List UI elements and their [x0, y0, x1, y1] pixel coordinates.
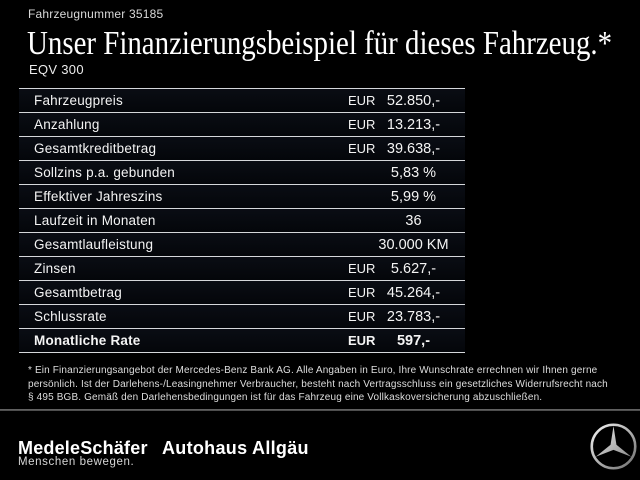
vehicle-number: Fahrzeugnummer 35185 [28, 7, 164, 21]
row-label: Laufzeit in Monaten [34, 213, 156, 228]
row-label: Zinsen [34, 261, 76, 276]
vehicle-model: EQV 300 [29, 62, 84, 77]
table-row: Effektiver Jahreszins 5,99 % [19, 184, 465, 208]
row-label: Sollzins p.a. gebunden [34, 165, 176, 180]
row-label: Schlussrate [34, 309, 107, 324]
row-label: Anzahlung [34, 117, 100, 132]
row-value: 23.783,- [386, 308, 441, 325]
row-value: 30.000 KM [378, 236, 449, 253]
row-value: 39.638,- [386, 140, 441, 157]
disclaimer-line: § 495 BGB. Gemäß den Darlehensbedingunge… [28, 392, 543, 403]
row-currency: EUR [348, 117, 376, 132]
table-row: Schlussrate EUR 23.783,- [19, 304, 465, 328]
row-value: 597,- [396, 332, 431, 349]
dealer-name-autohaus-allgaeu: Autohaus Allgäu [162, 438, 309, 458]
row-currency: EUR [348, 141, 376, 156]
row-currency: EUR [348, 309, 376, 324]
table-row: Sollzins p.a. gebunden 5,83 % [19, 160, 465, 184]
footer-bar: MedeleSchäfer Menschen bewegen. Autohaus… [0, 411, 640, 480]
row-label: Gesamtbetrag [34, 285, 122, 300]
row-value: 52.850,- [386, 92, 441, 109]
row-currency: EUR [348, 261, 376, 276]
table-row: Fahrzeugpreis EUR 52.850,- [19, 88, 465, 112]
row-value: 5,99 % [390, 188, 437, 205]
row-value: 5,83 % [390, 164, 437, 181]
row-label: Effektiver Jahreszins [34, 189, 163, 204]
row-label: Monatliche Rate [34, 333, 141, 348]
table-row: Gesamtlaufleistung 30.000 KM [19, 232, 465, 256]
dealer-tagline: Menschen bewegen. [18, 456, 135, 468]
mercedes-star-icon [590, 423, 637, 470]
row-currency: EUR [348, 333, 376, 348]
row-currency: EUR [348, 285, 376, 300]
table-row: Monatliche Rate EUR 597,- [19, 328, 465, 352]
row-currency: EUR [348, 93, 376, 108]
finance-table: Fahrzeugpreis EUR 52.850,- Anzahlung EUR… [19, 88, 465, 353]
row-label: Gesamtlaufleistung [34, 237, 154, 252]
table-row: Laufzeit in Monaten 36 [19, 208, 465, 232]
table-row: Anzahlung EUR 13.213,- [19, 112, 465, 136]
dealer-logo-medele-schaefer: MedeleSchäfer [18, 438, 148, 458]
disclaimer-line: persönlich. Ist der Darlehens-/Leasingne… [28, 378, 608, 390]
table-row: Zinsen EUR 5.627,- [19, 256, 465, 280]
disclaimer-line: * Ein Finanzierungsangebot der Mercedes-… [28, 365, 598, 376]
row-label: Fahrzeugpreis [34, 93, 123, 108]
disclaimer-text: * Ein Finanzierungsangebot der Mercedes-… [28, 364, 626, 405]
row-value: 13.213,- [386, 116, 441, 133]
row-value: 5.627,- [390, 260, 437, 277]
page-title: Unser Finanzierungsbeispiel für dieses F… [27, 25, 613, 62]
row-value: 45.264,- [386, 284, 441, 301]
row-value: 36 [405, 212, 422, 229]
table-row: Gesamtkreditbetrag EUR 39.638,- [19, 136, 465, 160]
table-row: Gesamtbetrag EUR 45.264,- [19, 280, 465, 304]
footer-divider [0, 409, 640, 411]
row-label: Gesamtkreditbetrag [34, 141, 157, 156]
